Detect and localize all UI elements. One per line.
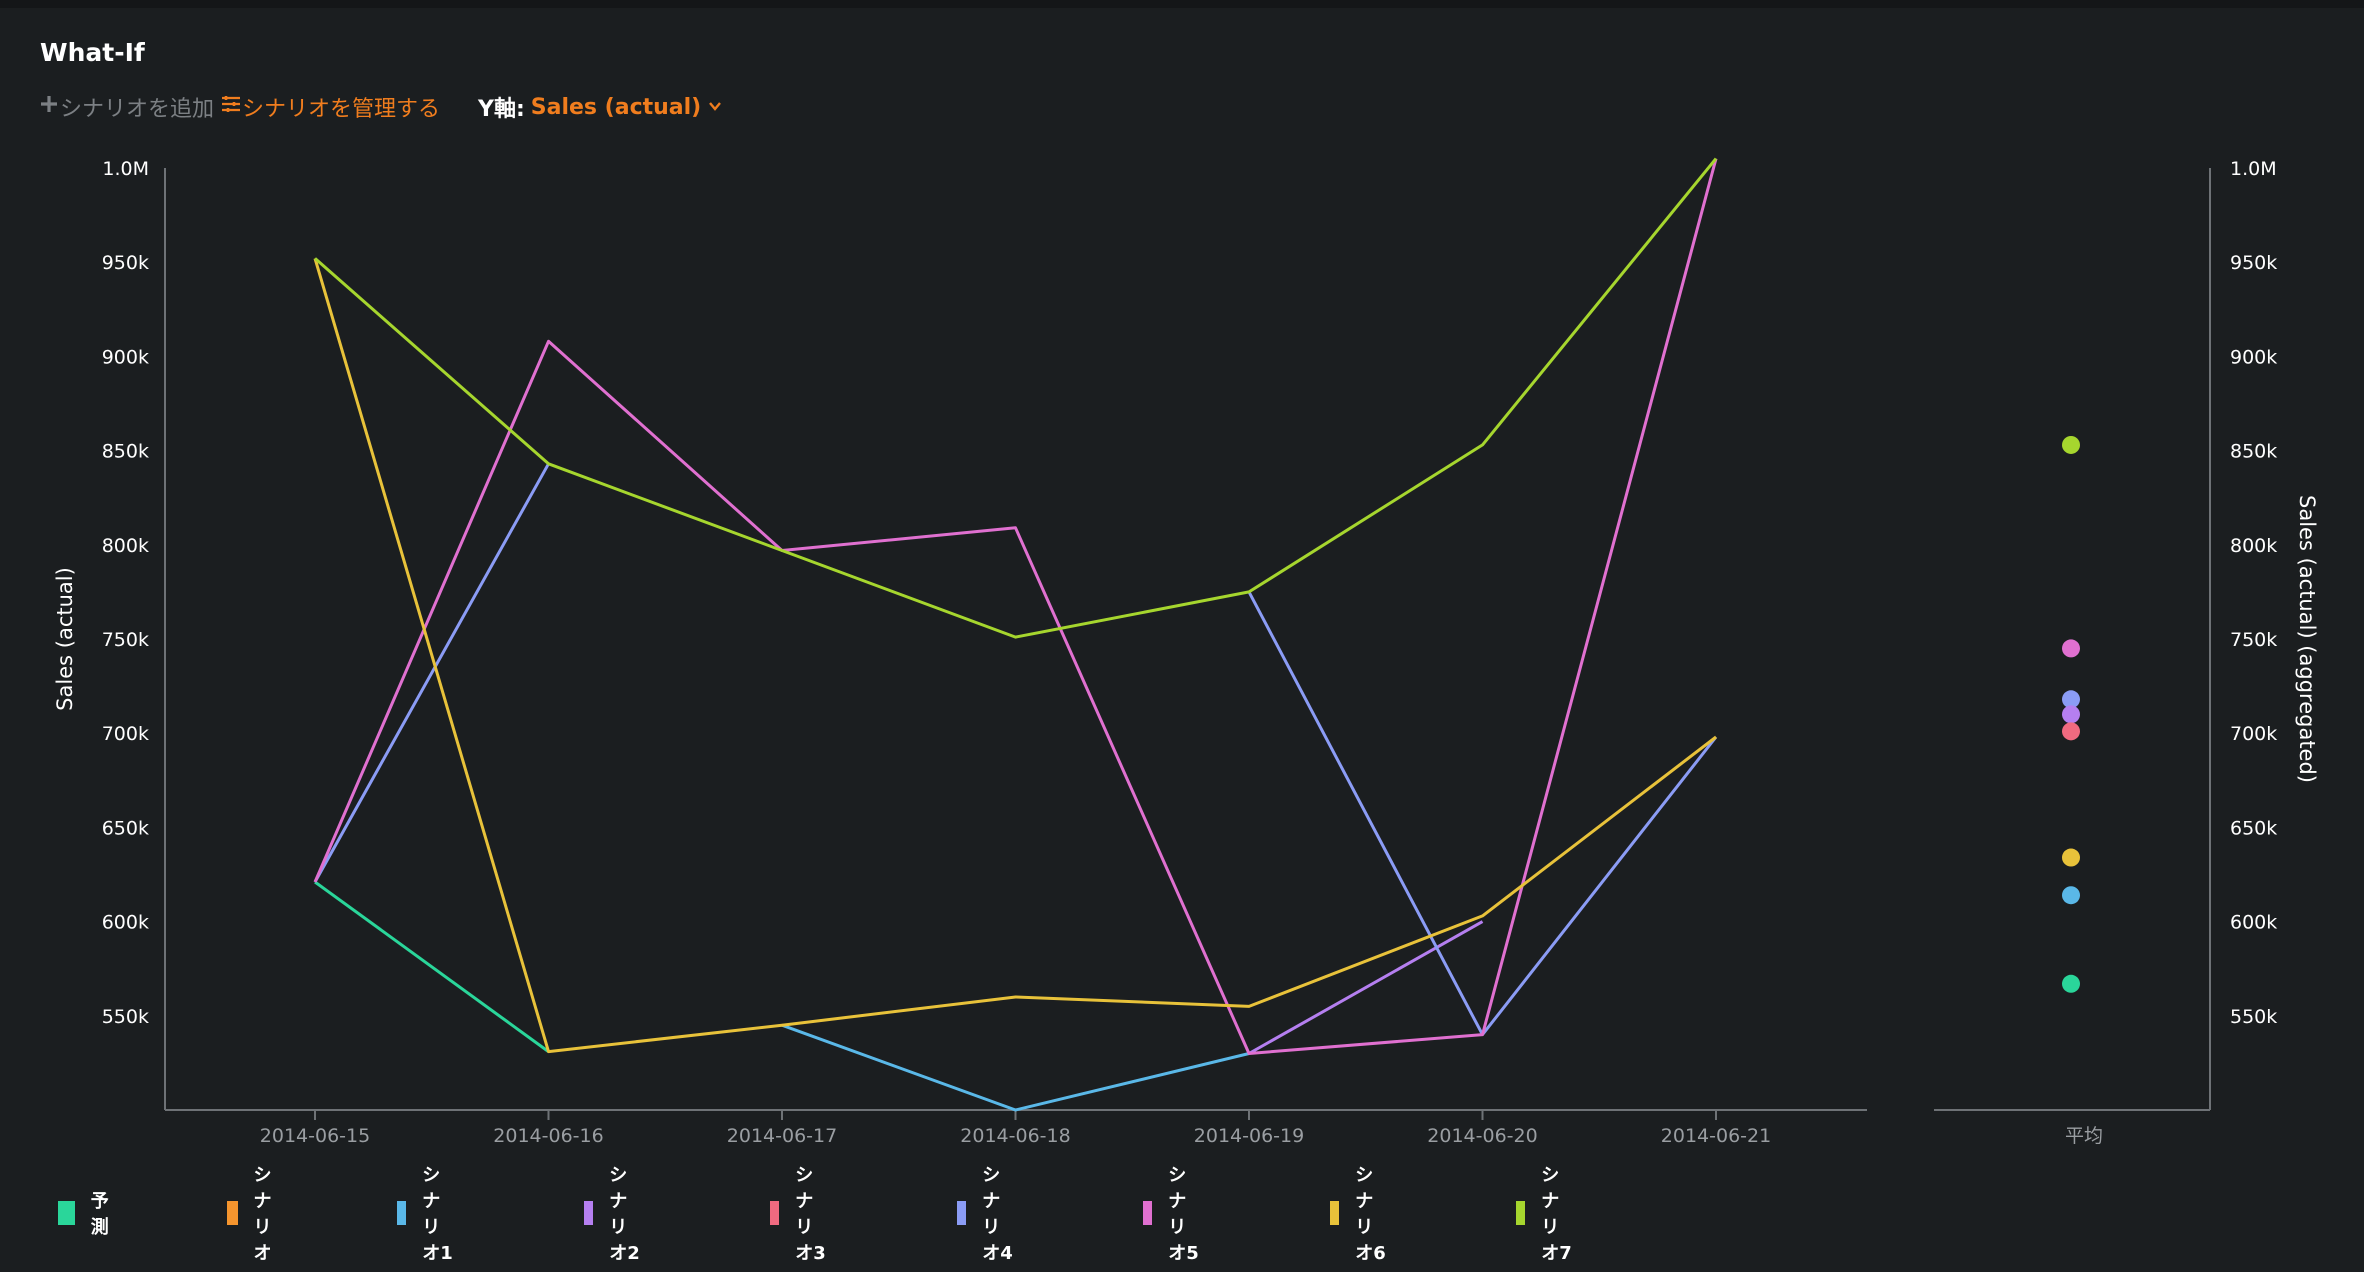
right-y-tick-label: 750k	[2230, 629, 2277, 651]
left-y-axis-title: Sales (actual)	[53, 567, 77, 711]
legend-swatch	[1516, 1201, 1526, 1225]
left-y-tick-label: 1.0M	[102, 158, 149, 180]
legend-label: シナリオ6	[1355, 1165, 1386, 1264]
legend-item[interactable]: シナリオ7	[1516, 1161, 1574, 1265]
series-line	[314, 880, 550, 1053]
legend-item[interactable]: シナリオ5	[1143, 1161, 1201, 1265]
page-title: What-If	[40, 38, 145, 67]
series-line	[313, 257, 1717, 1054]
add-scenario-label: シナリオを追加	[60, 97, 215, 122]
x-tick-label: 2014-06-16	[493, 1125, 603, 1147]
right-y-tick-label: 850k	[2230, 441, 2277, 463]
legend-label: 予測	[90, 1191, 109, 1238]
aggregate-point	[2062, 848, 2080, 867]
right-y-tick-label: 1.0M	[2230, 158, 2277, 180]
legend-swatch	[584, 1201, 594, 1225]
legend-label: シナリオ7	[1541, 1165, 1572, 1264]
legend-item[interactable]: シナリオ1	[397, 1161, 455, 1265]
right-y-tick-label: 900k	[2230, 346, 2277, 368]
legend-label: シナリオ5	[1168, 1165, 1199, 1264]
legend-swatch	[957, 1201, 967, 1225]
left-y-tick-label: 850k	[102, 441, 149, 463]
x-tick-label: 2014-06-17	[727, 1125, 837, 1147]
series-line	[781, 1023, 1250, 1112]
legend-label: シナリオ1	[422, 1165, 453, 1264]
right-y-axis-title: Sales (actual) (aggregated)	[2295, 495, 2319, 783]
top-border	[0, 0, 2364, 8]
aggregate-point	[2062, 435, 2080, 454]
left-y-tick-label: 700k	[102, 723, 149, 745]
plus-icon	[38, 93, 60, 121]
aggregate-point	[2062, 974, 2080, 993]
aggregate-category-label: 平均	[2065, 1125, 2103, 1147]
chevron-down-icon	[707, 95, 723, 120]
aggregate-point	[2062, 690, 2080, 709]
left-y-tick-label: 750k	[102, 629, 149, 651]
right-y-tick-label: 800k	[2230, 535, 2277, 557]
x-tick-label: 2014-06-21	[1661, 1125, 1771, 1147]
x-tick-label: 2014-06-15	[260, 1125, 370, 1147]
yaxis-dropdown-value: Sales (actual)	[530, 94, 702, 120]
legend-item[interactable]: シナリオ	[227, 1161, 285, 1265]
x-tick-label: 2014-06-18	[960, 1125, 1070, 1147]
legend-swatch	[397, 1201, 407, 1225]
yaxis-selector-label: Y軸:	[478, 97, 525, 122]
legend-label: シナリオ4	[982, 1165, 1013, 1264]
right-y-tick-label: 550k	[2230, 1006, 2277, 1028]
legend-swatch	[770, 1201, 780, 1225]
right-y-tick-label: 600k	[2230, 912, 2277, 934]
legend-swatch	[58, 1201, 75, 1225]
sliders-icon	[220, 93, 242, 121]
legend-item[interactable]: シナリオ3	[770, 1161, 828, 1265]
right-y-tick-label: 950k	[2230, 252, 2277, 274]
toolbar: シナリオを追加 シナリオを管理する Y軸: Sales (actual)	[38, 90, 723, 124]
left-y-tick-label: 800k	[102, 535, 149, 557]
legend-item[interactable]: シナリオ6	[1330, 1161, 1388, 1265]
legend-label: シナリオ2	[609, 1165, 640, 1264]
yaxis-dropdown[interactable]: Sales (actual)	[531, 95, 723, 120]
legend-label: シナリオ3	[795, 1165, 826, 1264]
left-y-tick-label: 950k	[102, 252, 149, 274]
manage-scenarios-label: シナリオを管理する	[242, 97, 441, 122]
legend-swatch	[1330, 1201, 1340, 1225]
series-line	[1248, 920, 1484, 1055]
legend-item[interactable]: 予測	[58, 1187, 116, 1239]
right-y-tick-label: 700k	[2230, 723, 2277, 745]
aggregate-point	[2062, 886, 2080, 905]
left-y-tick-label: 550k	[102, 1006, 149, 1028]
left-y-tick-label: 900k	[102, 346, 149, 368]
legend-swatch	[1143, 1201, 1153, 1225]
legend-item[interactable]: シナリオ4	[957, 1161, 1015, 1265]
aggregate-point	[2062, 639, 2080, 658]
series-line	[314, 157, 1718, 639]
legend-swatch	[227, 1201, 238, 1225]
add-scenario-button[interactable]: シナリオを追加	[38, 91, 214, 123]
series-line	[313, 158, 1718, 1055]
manage-scenarios-button[interactable]: シナリオを管理する	[220, 91, 440, 123]
aggregate-point	[2062, 705, 2080, 724]
legend-item[interactable]: シナリオ2	[584, 1161, 642, 1265]
x-tick-label: 2014-06-20	[1427, 1125, 1537, 1147]
right-y-tick-label: 650k	[2230, 817, 2277, 839]
legend-label: シナリオ	[253, 1165, 272, 1264]
left-y-tick-label: 650k	[102, 817, 149, 839]
left-y-tick-label: 600k	[102, 912, 149, 934]
aggregate-point	[2062, 722, 2080, 741]
x-tick-label: 2014-06-19	[1194, 1125, 1304, 1147]
